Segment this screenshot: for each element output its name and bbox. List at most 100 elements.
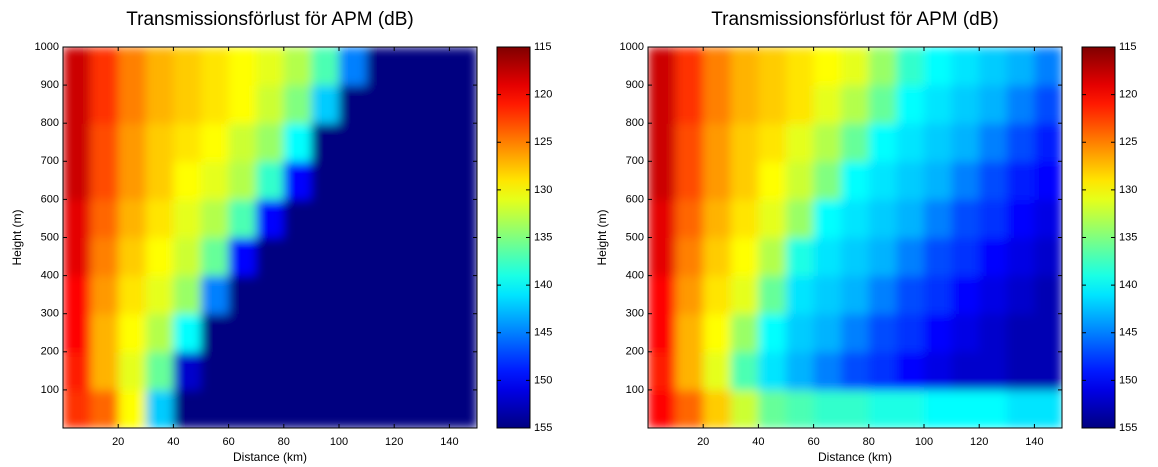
heat-cell <box>979 389 1008 428</box>
heat-cell <box>648 351 677 391</box>
heat-cell <box>63 199 92 238</box>
heat-cell <box>1006 123 1035 162</box>
heat-cell <box>896 389 925 428</box>
heat-cell <box>786 123 815 162</box>
heat-cell <box>896 275 925 315</box>
heat-cell <box>648 389 677 428</box>
heat-cell <box>256 47 285 86</box>
heat-cell <box>951 161 980 200</box>
heat-cell <box>979 199 1008 238</box>
heat-cell <box>703 313 732 353</box>
heat-cell <box>63 313 92 353</box>
heat-cell <box>1006 313 1035 353</box>
heat-cell <box>1034 47 1062 86</box>
heat-cell <box>201 351 230 391</box>
heat-cell <box>256 199 285 238</box>
heat-cell <box>868 47 897 86</box>
y-tick-label: 700 <box>626 155 644 167</box>
heat-cell <box>841 313 870 353</box>
heat-cell <box>896 123 925 162</box>
colorbar-tick-label: 120 <box>1119 89 1137 101</box>
colorbar-tick-label: 115 <box>1119 41 1137 53</box>
heat-cell <box>421 199 450 238</box>
heat-cell <box>366 199 395 238</box>
heat-cell <box>979 237 1008 277</box>
heat-cell <box>90 85 119 124</box>
heat-cell <box>283 161 312 200</box>
heat-cell <box>63 237 92 277</box>
heat-cell <box>703 199 732 238</box>
heat-cell <box>813 199 842 238</box>
heat-cell <box>730 237 759 277</box>
heat-cell <box>730 85 759 124</box>
colorbar-tick-label: 130 <box>534 184 552 196</box>
heat-cell <box>703 351 732 391</box>
colorbar-tick-label: 125 <box>534 136 552 148</box>
heat-cell <box>1034 161 1062 200</box>
heat-cell <box>283 237 312 277</box>
heatmap <box>63 47 477 428</box>
heat-cell <box>63 389 92 428</box>
heat-cell <box>1006 389 1035 428</box>
heat-cell <box>1034 389 1062 428</box>
heat-cell <box>311 313 340 353</box>
heat-cell <box>951 85 980 124</box>
heat-cell <box>1034 199 1062 238</box>
heat-cell <box>421 313 450 353</box>
heat-cell <box>173 47 202 86</box>
heat-cell <box>201 389 230 428</box>
heat-cell <box>841 123 870 162</box>
y-tick-label: 900 <box>626 79 644 91</box>
heat-cell <box>951 237 980 277</box>
heat-cell <box>758 123 787 162</box>
y-tick-label: 800 <box>626 117 644 129</box>
heat-cell <box>896 313 925 353</box>
heat-cell <box>979 123 1008 162</box>
heat-cell <box>256 313 285 353</box>
heat-cell <box>1034 237 1062 277</box>
y-tick-label: 300 <box>626 308 644 320</box>
heat-cell <box>841 199 870 238</box>
y-tick-label: 900 <box>41 79 59 91</box>
heat-cell <box>675 199 704 238</box>
heat-cell <box>786 351 815 391</box>
heat-cell <box>449 389 477 428</box>
heat-cell <box>90 199 119 238</box>
heat-cell <box>730 313 759 353</box>
heat-cell <box>90 275 119 315</box>
heat-cell <box>675 85 704 124</box>
heat-cell <box>813 85 842 124</box>
colorbar-tick-label: 135 <box>1119 231 1137 243</box>
x-tick-label: 40 <box>167 436 179 448</box>
y-tick-label: 600 <box>41 193 59 205</box>
heat-cell <box>648 313 677 353</box>
heat-cell <box>118 47 147 86</box>
heat-cell <box>173 123 202 162</box>
heat-cell <box>228 237 257 277</box>
heat-cell <box>283 351 312 391</box>
heat-cell <box>841 85 870 124</box>
colorbar-tick-label: 150 <box>1119 374 1137 386</box>
heat-cell <box>339 389 368 428</box>
heat-cell <box>675 389 704 428</box>
heat-cell <box>366 313 395 353</box>
heat-cell <box>868 199 897 238</box>
colorbar-tick-label: 145 <box>534 327 552 339</box>
heat-cell <box>730 199 759 238</box>
colorbar-tick-label: 130 <box>1119 184 1137 196</box>
heat-cell <box>979 351 1008 391</box>
heat-cell <box>283 389 312 428</box>
heat-cell <box>118 161 147 200</box>
heat-cell <box>703 123 732 162</box>
heat-cell <box>896 237 925 277</box>
x-tick-label: 140 <box>1025 436 1043 448</box>
heat-cell <box>813 123 842 162</box>
heat-cell <box>63 85 92 124</box>
heat-cell <box>951 275 980 315</box>
heat-cell <box>228 123 257 162</box>
heat-cell <box>951 47 980 86</box>
heat-cell <box>786 199 815 238</box>
heat-cell <box>730 47 759 86</box>
plot-area <box>63 47 477 428</box>
heat-cell <box>311 275 340 315</box>
